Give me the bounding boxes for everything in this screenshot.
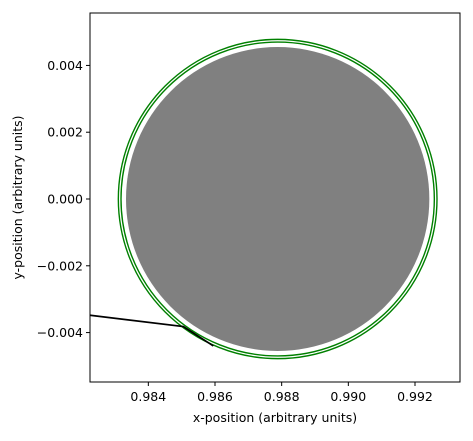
body-disk xyxy=(125,47,430,351)
y-tick-label: −0.002 xyxy=(37,258,83,273)
x-axis-label: x-position (arbitrary units) xyxy=(193,410,357,425)
plot-frame xyxy=(89,12,461,383)
x-tick-label: 0.986 xyxy=(197,389,233,404)
x-tick-label: 0.990 xyxy=(330,389,366,404)
x-axis-ticks: 0.984 0.986 0.988 0.990 0.992 xyxy=(130,382,433,404)
y-tick-label: 0.000 xyxy=(47,192,83,207)
y-tick-label: 0.002 xyxy=(47,125,83,140)
orbit-ring-1 xyxy=(117,38,438,360)
x-tick-label: 0.984 xyxy=(130,389,166,404)
x-tick-label: 0.992 xyxy=(397,389,433,404)
trajectory-line xyxy=(90,314,214,347)
plot-content xyxy=(90,38,438,360)
y-axis-ticks: 0.004 0.002 0.000 −0.002 −0.004 xyxy=(37,58,90,340)
orbit-ring-2 xyxy=(120,41,436,357)
y-tick-label: 0.004 xyxy=(47,58,83,73)
x-tick-label: 0.988 xyxy=(264,389,300,404)
y-axis-label: y-position (arbitrary units) xyxy=(10,115,25,279)
y-tick-label: −0.004 xyxy=(37,325,83,340)
